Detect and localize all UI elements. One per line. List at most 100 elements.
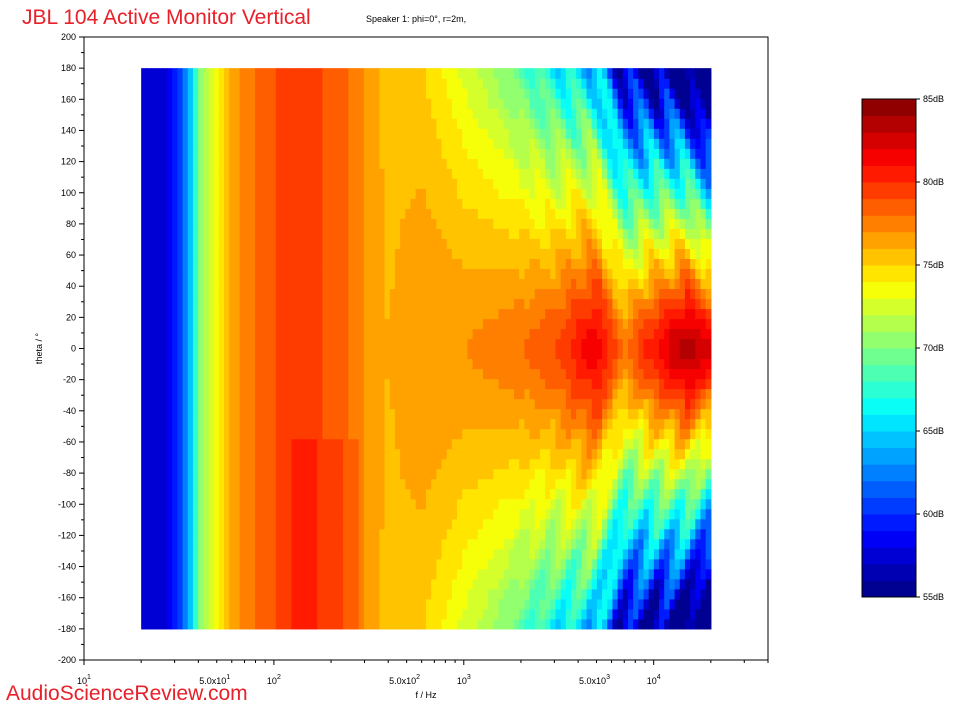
heat-cell: [348, 338, 355, 350]
heat-cell: [374, 568, 380, 580]
heat-cell: [508, 68, 515, 79]
heat-cell: [405, 588, 412, 600]
heat-cell: [146, 318, 153, 330]
heat-cell: [591, 198, 598, 209]
heat-cell: [244, 408, 251, 420]
heat-cell: [327, 108, 334, 119]
heat-cell: [384, 378, 391, 390]
heat-cell: [353, 618, 360, 630]
heat-cell: [451, 318, 458, 330]
heat-cell: [208, 188, 215, 199]
heat-cell: [457, 608, 463, 620]
heat-cell: [379, 408, 386, 420]
heat-cell: [586, 78, 593, 89]
heat-cell: [208, 148, 215, 159]
heat-cell: [400, 548, 406, 560]
heat-cell: [229, 298, 235, 310]
heat-cell: [545, 68, 551, 79]
heat-cell: [591, 558, 598, 570]
heat-cell: [436, 88, 443, 99]
heat-cell: [332, 388, 339, 400]
heat-cell: [545, 308, 551, 320]
heat-cell: [514, 518, 520, 530]
heat-cell: [602, 538, 608, 550]
heat-cell: [291, 278, 298, 290]
heat-cell: [348, 208, 355, 219]
heat-cell: [472, 218, 479, 229]
heat-cell: [343, 178, 349, 189]
heat-cell: [146, 528, 153, 540]
heat-cell: [472, 108, 479, 119]
heat-cell: [301, 128, 308, 139]
heat-cell: [462, 168, 469, 179]
heat-cell: [493, 408, 500, 420]
heat-cell: [224, 178, 230, 189]
heat-cell: [358, 428, 365, 440]
heat-cell: [467, 408, 474, 420]
heat-cell: [482, 238, 489, 249]
heat-cell: [244, 298, 251, 310]
heat-cell: [586, 498, 593, 510]
heat-cell: [286, 388, 292, 400]
heat-cell: [172, 188, 179, 199]
heat-cell: [477, 278, 484, 290]
heat-cell: [446, 558, 453, 570]
heat-cell: [312, 318, 318, 330]
heat-cell: [581, 138, 588, 149]
heat-cell: [514, 368, 520, 380]
heat-cell: [462, 278, 469, 290]
heat-cell: [218, 358, 225, 370]
heat-cell: [203, 328, 210, 340]
heat-cell: [234, 148, 241, 159]
heat-cell: [462, 198, 469, 209]
heat-cell: [571, 128, 577, 139]
heat-cell: [457, 448, 463, 460]
heat-cell: [353, 88, 360, 99]
heat-cell: [379, 118, 386, 129]
heat-cell: [394, 568, 401, 580]
heat-cell: [415, 428, 422, 440]
heat-cell: [151, 188, 158, 199]
heat-cell: [457, 348, 463, 360]
heat-cell: [602, 588, 608, 600]
heat-cell: [348, 568, 355, 580]
heat-cell: [280, 218, 287, 229]
heat-cell: [187, 428, 194, 440]
heat-cell: [534, 528, 541, 540]
heat-cell: [410, 488, 417, 500]
heat-cell: [369, 158, 375, 169]
heat-cell: [384, 558, 391, 570]
heat-cell: [529, 338, 536, 350]
heat-cell: [472, 388, 479, 400]
heat-cell: [529, 518, 536, 530]
heat-cell: [426, 348, 432, 360]
heat-cell: [524, 428, 531, 440]
heat-cell: [353, 438, 360, 450]
heat-cell: [187, 208, 194, 219]
heat-cell: [244, 548, 251, 560]
heat-cell: [322, 258, 329, 269]
heat-cell: [591, 128, 598, 139]
heat-cell: [457, 538, 463, 550]
heat-cell: [156, 78, 163, 89]
heat-cell: [514, 338, 520, 350]
heat-cell: [296, 198, 303, 209]
heat-cell: [167, 438, 173, 450]
heat-cell: [208, 268, 215, 280]
heat-cell: [270, 178, 277, 189]
heat-cell: [534, 418, 541, 430]
heat-cell: [327, 68, 334, 79]
heat-cell: [539, 108, 546, 119]
heat-cell: [426, 408, 432, 420]
heat-cell: [493, 548, 500, 560]
heat-cell: [265, 298, 272, 310]
heat-cell: [431, 358, 437, 370]
heat-cell: [441, 578, 448, 590]
heat-cell: [296, 288, 303, 300]
heat-cell: [141, 248, 147, 259]
heat-cell: [141, 348, 147, 360]
heat-cell: [415, 528, 422, 540]
heat-cell: [586, 138, 593, 149]
heat-cell: [348, 318, 355, 330]
heat-cell: [141, 478, 147, 490]
